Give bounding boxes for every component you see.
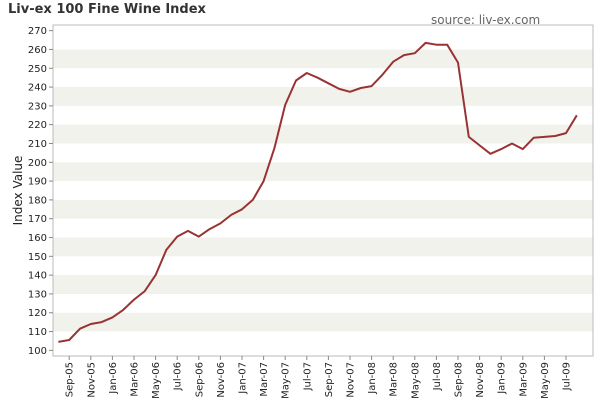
y-tick-label: 120 [28, 308, 47, 319]
y-tick-label: 100 [28, 346, 47, 357]
x-tick-label: May-09 [540, 362, 551, 399]
y-axis: 100 110 120 130 140 150 160 170 180 190 200 210 220 2… [28, 26, 53, 357]
x-tick-label: Jan-09 [497, 362, 508, 395]
y-tick-label: 240 [28, 83, 47, 94]
y-tick-label: 110 [28, 327, 47, 338]
x-tick-label: May-07 [281, 362, 292, 399]
x-tick-label: Jul-08 [432, 362, 443, 391]
series-line [58, 41, 578, 343]
y-tick-label: 200 [28, 158, 47, 169]
y-tick-label: 230 [28, 101, 47, 112]
y-tick-label: 180 [28, 195, 47, 206]
x-axis: Sep-05 Nov-05 Jan-06 Mar-06 May-06 Jul-06 Sep-… [65, 356, 573, 399]
x-tick-label: Jan-06 [108, 362, 119, 395]
x-tick-label: Nov-05 [86, 362, 97, 398]
grid-band [53, 275, 593, 294]
y-tick-label: 220 [28, 120, 47, 131]
grid-band [53, 162, 593, 182]
x-tick-label: Jan-08 [367, 362, 378, 395]
x-tick-label: Jan-07 [238, 362, 249, 395]
y-tick-label: 210 [28, 139, 47, 150]
y-tick-label: 150 [28, 252, 47, 263]
y-tick-label: 140 [28, 271, 47, 282]
plot-frame [52, 24, 594, 357]
y-tick-label: 190 [28, 177, 47, 188]
grid-band [53, 124, 593, 144]
y-tick-label: 250 [28, 64, 47, 75]
x-tick-label: Nov-08 [475, 362, 486, 398]
grid-bands [53, 25, 593, 356]
x-tick-label: Sep-07 [324, 362, 335, 397]
x-tick-label: Jul-06 [173, 362, 184, 391]
chart-title: Liv-ex 100 Fine Wine Index [8, 2, 206, 17]
x-tick-label: Sep-06 [194, 362, 205, 397]
x-tick-label: Sep-08 [454, 362, 465, 397]
x-tick-label: May-08 [410, 362, 421, 399]
y-axis-label: Index Value [11, 156, 25, 226]
grid-band [53, 237, 593, 257]
x-tick-label: Jul-07 [302, 362, 313, 391]
plot-background [53, 25, 593, 356]
grid-band [53, 199, 593, 219]
grid-band [53, 312, 593, 332]
x-tick-label: Sep-05 [65, 362, 76, 397]
x-tick-label: Mar-08 [389, 362, 400, 397]
y-tick-label: 270 [28, 26, 47, 37]
y-tick-label: 260 [28, 45, 47, 56]
x-tick-label: Jul-09 [562, 362, 573, 391]
y-tick-label: 160 [28, 233, 47, 244]
x-tick-label: Mar-06 [130, 362, 141, 397]
x-tick-label: Nov-07 [346, 362, 357, 398]
y-tick-label: 170 [28, 214, 47, 225]
x-tick-label: Mar-09 [518, 362, 529, 397]
x-tick-label: Mar-07 [259, 362, 270, 397]
grid-band [53, 87, 593, 106]
x-tick-label: Nov-06 [216, 362, 227, 398]
chart-source: source: liv-ex.com [431, 13, 541, 27]
x-tick-label: May-06 [151, 362, 162, 399]
grid-band [53, 49, 593, 69]
y-tick-label: 130 [28, 289, 47, 300]
